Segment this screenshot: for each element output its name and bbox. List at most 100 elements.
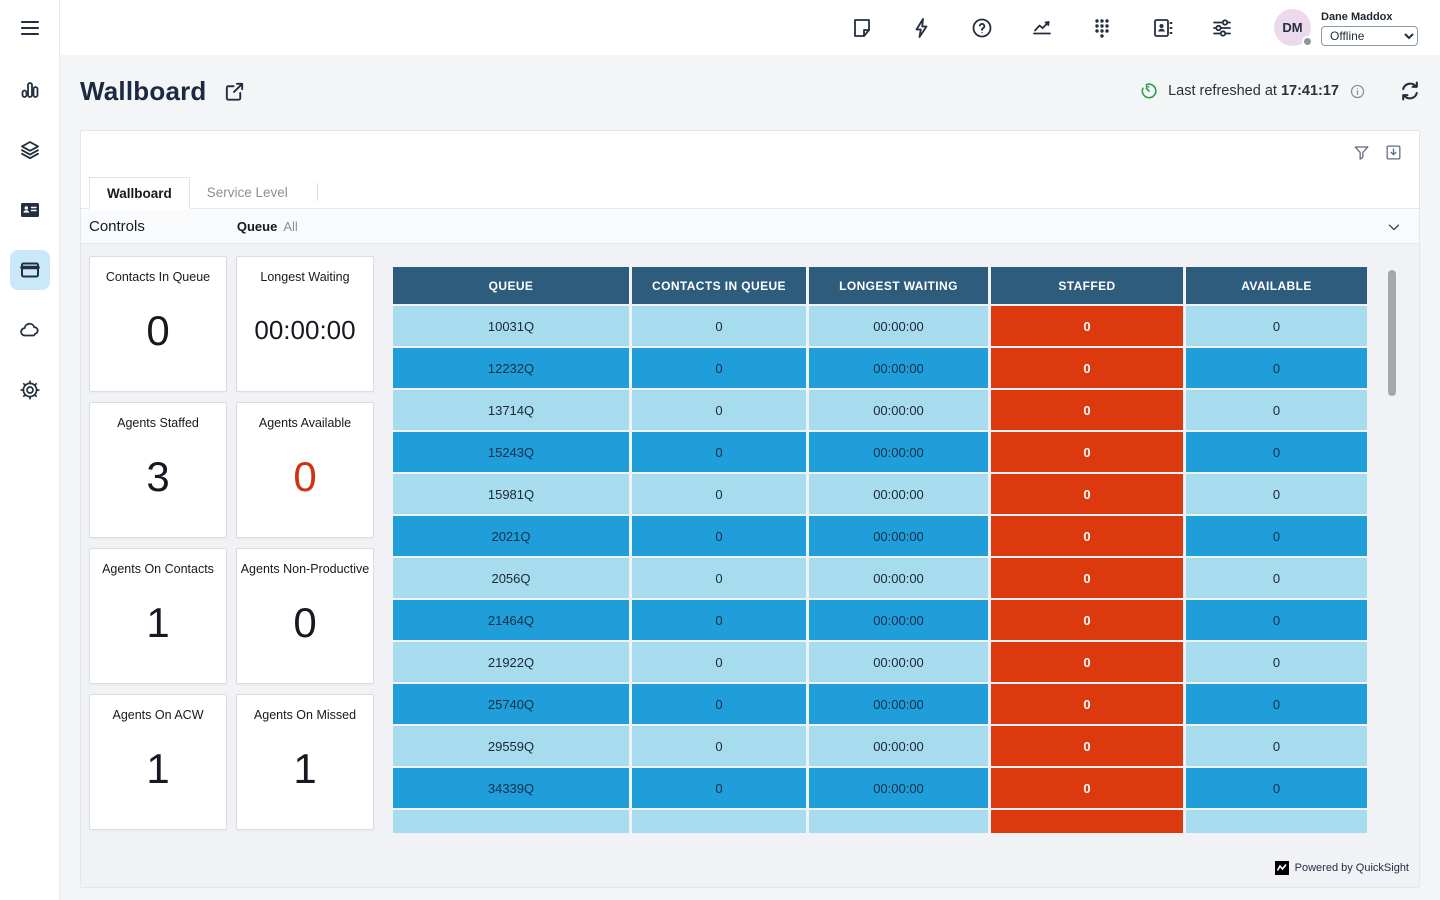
- sidebar-item-metrics[interactable]: [10, 70, 50, 110]
- cell-contacts: 0: [632, 558, 806, 598]
- col-header-contacts[interactable]: CONTACTS IN QUEUE: [632, 267, 806, 304]
- kpi-label: Agents Non-Productive: [240, 562, 370, 576]
- dialpad-icon[interactable]: [1090, 16, 1114, 40]
- powered-by: Powered by QuickSight: [1274, 861, 1409, 875]
- help-icon[interactable]: [970, 16, 994, 40]
- kpi-card: Agents On ACW 1: [89, 694, 227, 830]
- cell-contacts: 0: [632, 432, 806, 472]
- top-bar: DM Dane Maddox Offline: [60, 0, 1440, 55]
- chevron-down-icon[interactable]: [1385, 218, 1403, 236]
- table-row[interactable]: 29559Q 0 00:00:00 0 0: [393, 726, 1369, 766]
- kpi-cards: Contacts In Queue 0 Longest Waiting 00:0…: [89, 256, 383, 830]
- kpi-label: Agents Staffed: [117, 416, 199, 430]
- kpi-card: Agents Available 0: [236, 402, 374, 538]
- table-row[interactable]: 2056Q 0 00:00:00 0 0: [393, 558, 1369, 598]
- user-block: DM Dane Maddox Offline: [1274, 9, 1418, 47]
- table-row[interactable]: [393, 810, 1369, 833]
- page-title: Wallboard: [80, 75, 207, 106]
- kpi-card: Longest Waiting 00:00:00: [236, 256, 374, 392]
- controls-label: Controls: [89, 218, 145, 235]
- table-row[interactable]: 25740Q 0 00:00:00 0 0: [393, 684, 1369, 724]
- agent-status-select[interactable]: Offline: [1321, 26, 1418, 46]
- cell-queue: 2056Q: [393, 558, 629, 598]
- gear-icon: [20, 380, 40, 400]
- cell-available: 0: [1186, 390, 1367, 430]
- cell-longest: 00:00:00: [809, 306, 988, 346]
- directory-icon[interactable]: [1150, 16, 1174, 40]
- cell-available: 0: [1186, 306, 1367, 346]
- cell-available: 0: [1186, 474, 1367, 514]
- cell-staffed: 0: [991, 516, 1183, 556]
- cell-staffed: 0: [991, 390, 1183, 430]
- cell-contacts: 0: [632, 390, 806, 430]
- table-row[interactable]: 34339Q 0 00:00:00 0 0: [393, 768, 1369, 808]
- cell-contacts: 0: [632, 726, 806, 766]
- kpi-card: Contacts In Queue 0: [89, 256, 227, 392]
- tab-divider: [316, 183, 318, 201]
- tab-service-level[interactable]: Service Level: [206, 184, 288, 200]
- kpi-value: 0: [293, 452, 317, 500]
- col-header-staffed[interactable]: STAFFED: [991, 267, 1183, 304]
- table-row[interactable]: 13714Q 0 00:00:00 0 0: [393, 390, 1369, 430]
- table-row[interactable]: 10031Q 0 00:00:00 0 0: [393, 306, 1369, 346]
- table-row[interactable]: 15243Q 0 00:00:00 0 0: [393, 432, 1369, 472]
- table-row[interactable]: 15981Q 0 00:00:00 0 0: [393, 474, 1369, 514]
- cell-longest: 00:00:00: [809, 768, 988, 808]
- kpi-label: Contacts In Queue: [105, 270, 211, 284]
- cell-staffed: 0: [991, 474, 1183, 514]
- cell-queue: [393, 810, 629, 833]
- controls-bar[interactable]: Controls Queue All: [81, 210, 1419, 244]
- table-row[interactable]: 21922Q 0 00:00:00 0 0: [393, 642, 1369, 682]
- avatar[interactable]: DM: [1274, 9, 1313, 47]
- cloud-icon: [20, 322, 39, 337]
- cell-contacts: 0: [632, 516, 806, 556]
- scrollbar-thumb[interactable]: [1388, 270, 1396, 396]
- cell-available: 0: [1186, 642, 1367, 682]
- cell-staffed: 0: [991, 432, 1183, 472]
- col-header-available[interactable]: AVAILABLE: [1186, 267, 1367, 304]
- table-row[interactable]: 12232Q 0 00:00:00 0 0: [393, 348, 1369, 388]
- sidebar-item-cloud[interactable]: [10, 310, 50, 350]
- cell-staffed: 0: [991, 306, 1183, 346]
- queue-table: QUEUE CONTACTS IN QUEUE LONGEST WAITING …: [393, 267, 1369, 833]
- table-scrollbar[interactable]: [1387, 268, 1397, 832]
- cell-available: 0: [1186, 726, 1367, 766]
- sidebar-item-layers[interactable]: [10, 130, 50, 170]
- cell-queue: 29559Q: [393, 726, 629, 766]
- sidebar-item-settings[interactable]: [10, 370, 50, 410]
- refresh-icon[interactable]: [1398, 79, 1422, 103]
- cell-staffed: 0: [991, 684, 1183, 724]
- cell-contacts: [632, 810, 806, 833]
- cell-queue: 12232Q: [393, 348, 629, 388]
- quick-actions-icon[interactable]: [910, 16, 934, 40]
- cell-contacts: 0: [632, 474, 806, 514]
- settings-sliders-icon[interactable]: [1210, 16, 1234, 40]
- left-sidebar: [0, 0, 60, 900]
- info-icon[interactable]: [1349, 83, 1366, 100]
- cell-longest: 00:00:00: [809, 432, 988, 472]
- sidebar-item-contacts[interactable]: [10, 190, 50, 230]
- col-header-queue[interactable]: QUEUE: [393, 267, 629, 304]
- notes-icon[interactable]: [850, 16, 874, 40]
- avatar-initials: DM: [1282, 20, 1303, 35]
- kpi-label: Longest Waiting: [260, 270, 350, 284]
- sidebar-item-wallboard[interactable]: [10, 250, 50, 290]
- metrics-icon[interactable]: [1030, 16, 1054, 40]
- table-row[interactable]: 2021Q 0 00:00:00 0 0: [393, 516, 1369, 556]
- hamburger-menu-icon[interactable]: [18, 16, 42, 40]
- table-row[interactable]: 21464Q 0 00:00:00 0 0: [393, 600, 1369, 640]
- cell-longest: 00:00:00: [809, 348, 988, 388]
- external-link-icon[interactable]: [223, 80, 246, 103]
- tab-wallboard[interactable]: Wallboard: [89, 177, 190, 209]
- queue-control[interactable]: Queue All: [236, 219, 298, 234]
- status-dot: [1302, 36, 1313, 47]
- cell-queue: 34339Q: [393, 768, 629, 808]
- cell-available: 0: [1186, 432, 1367, 472]
- table-header-row: QUEUE CONTACTS IN QUEUE LONGEST WAITING …: [393, 267, 1369, 304]
- filter-icon[interactable]: [1352, 143, 1371, 162]
- col-header-longest[interactable]: LONGEST WAITING: [809, 267, 988, 304]
- kpi-label: Agents On Missed: [253, 708, 357, 722]
- download-icon[interactable]: [1384, 143, 1403, 162]
- kpi-card: Agents On Missed 1: [236, 694, 374, 830]
- table-body: 10031Q 0 00:00:00 0 0 12232Q 0 00:00:00 …: [393, 306, 1369, 833]
